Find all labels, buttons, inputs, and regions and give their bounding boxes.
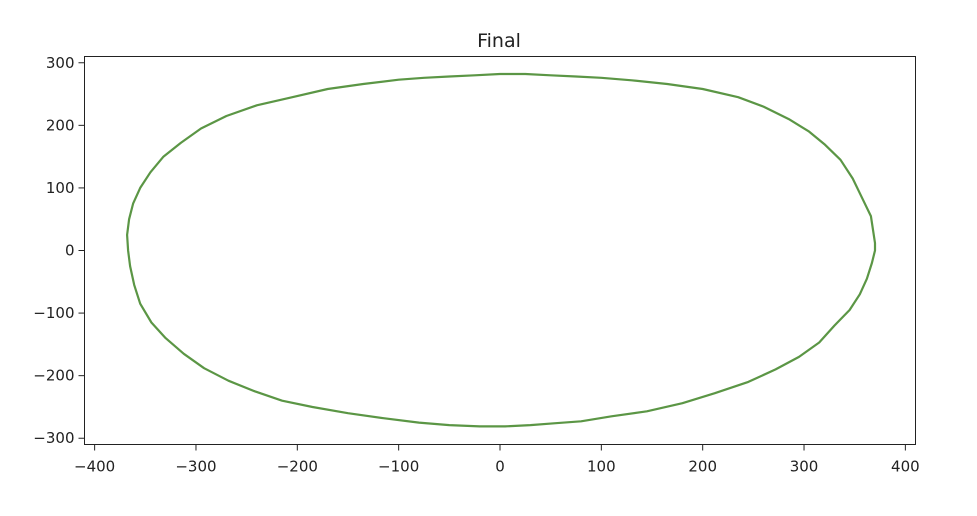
x-tick-label: 100 (587, 458, 616, 476)
y-tick-label: 100 (46, 179, 75, 197)
x-tick-label: −400 (74, 458, 115, 476)
plot-area (84, 56, 916, 445)
chart-title: Final (477, 30, 521, 52)
x-tick-label: −300 (175, 458, 216, 476)
x-tick-label: 300 (790, 458, 819, 476)
x-tick-label: −200 (277, 458, 318, 476)
x-tick-label: 400 (891, 458, 920, 476)
x-tick-label: 0 (495, 458, 505, 476)
y-tick-label: −100 (33, 304, 74, 322)
x-tick-label: 200 (688, 458, 717, 476)
x-tick-label: −100 (378, 458, 419, 476)
y-axis: −300 −200 −100 0 100 200 300 (33, 54, 85, 447)
series-layer (126, 72, 877, 428)
y-tick-label: 300 (46, 54, 75, 72)
y-tick-label: −200 (33, 367, 74, 385)
y-tick-label: 0 (65, 242, 75, 260)
y-tick-label: 200 (46, 116, 75, 134)
series-line (126, 72, 877, 428)
y-tick-label: −300 (33, 429, 74, 447)
x-axis: −400 −300 −200 −100 0 100 200 300 400 (74, 444, 920, 476)
